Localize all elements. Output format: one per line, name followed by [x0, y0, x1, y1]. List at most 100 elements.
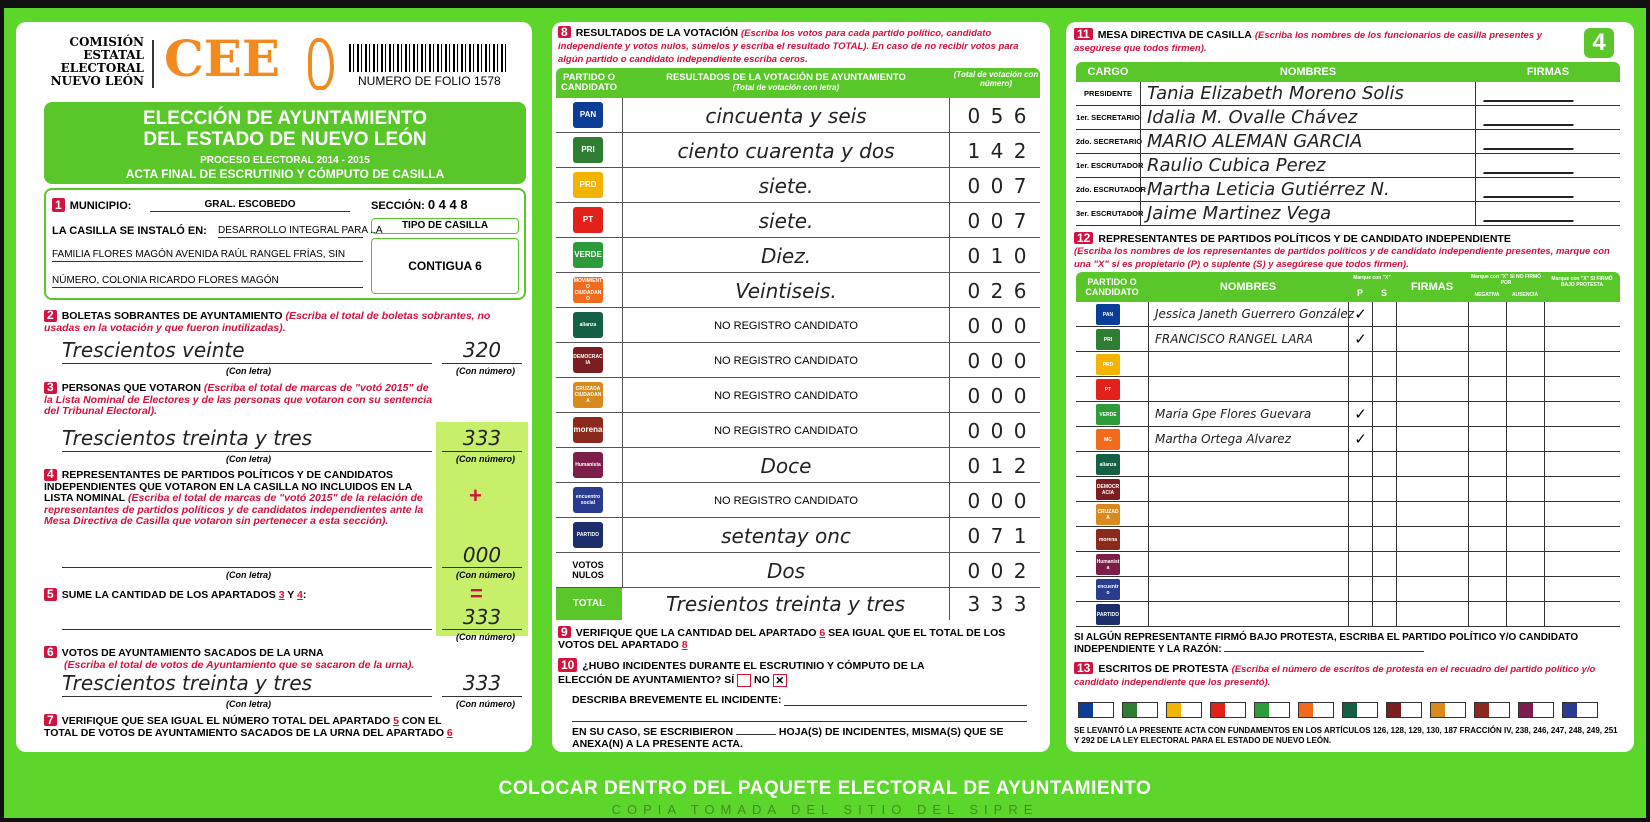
protesta-check[interactable] — [1544, 352, 1620, 377]
votaron-letra[interactable]: Trescientos treinta y tres — [62, 426, 432, 452]
votos-letra[interactable]: NO REGISTRO CANDIDATO — [622, 413, 950, 447]
ausencia-check[interactable] — [1506, 602, 1544, 627]
negativa-check[interactable] — [1468, 302, 1506, 327]
protesta-check[interactable] — [1544, 377, 1620, 402]
ausencia-check[interactable] — [1506, 302, 1544, 327]
ausencia-check[interactable] — [1506, 502, 1544, 527]
nombre-field[interactable]: Martha Leticia Gutiérrez N. — [1140, 178, 1476, 202]
votos-letra[interactable]: siete. — [622, 168, 950, 202]
votos-letra[interactable]: NO REGISTRO CANDIDATO — [622, 378, 950, 412]
negativa-check[interactable] — [1468, 527, 1506, 552]
representante-nombre[interactable] — [1148, 477, 1348, 502]
votos-numero[interactable]: 0 1 0 — [967, 244, 1029, 268]
firma-field[interactable] — [1396, 577, 1468, 602]
ausencia-check[interactable] — [1506, 552, 1544, 577]
negativa-check[interactable] — [1468, 327, 1506, 352]
ausencia-check[interactable] — [1506, 427, 1544, 452]
suplente-check[interactable] — [1372, 602, 1396, 627]
representante-nombre[interactable] — [1148, 452, 1348, 477]
protesta-check[interactable] — [1544, 327, 1620, 352]
propietario-check[interactable]: ✓ — [1348, 402, 1372, 427]
propietario-check[interactable] — [1348, 377, 1372, 402]
firma-field[interactable] — [1396, 452, 1468, 477]
votos-numero[interactable]: 1 4 2 — [967, 139, 1029, 163]
firma-field[interactable] — [1396, 352, 1468, 377]
signature-field[interactable] — [1483, 206, 1579, 222]
total-letra[interactable]: Tresientos treinta y tres — [622, 588, 950, 620]
suplente-check[interactable] — [1372, 452, 1396, 477]
boletas-letra[interactable]: Trescientos veinte — [62, 338, 432, 364]
votos-letra[interactable]: Dos — [622, 553, 950, 587]
representantes-numero[interactable]: 000 — [442, 544, 522, 568]
propietario-check[interactable] — [1348, 552, 1372, 577]
hojas-input[interactable] — [735, 734, 776, 735]
firma-field[interactable] — [1396, 477, 1468, 502]
votos-letra[interactable]: NO REGISTRO CANDIDATO — [622, 483, 950, 517]
representante-nombre[interactable]: Martha Ortega Alvarez — [1148, 427, 1348, 452]
boletas-numero[interactable]: 320 — [442, 338, 522, 364]
suplente-check[interactable] — [1372, 352, 1396, 377]
signature-field[interactable] — [1483, 86, 1579, 102]
protesta-check[interactable] — [1544, 502, 1620, 527]
suplente-check[interactable] — [1372, 427, 1396, 452]
votos-numero[interactable]: 0 1 2 — [967, 454, 1029, 478]
negativa-check[interactable] — [1468, 452, 1506, 477]
ausencia-check[interactable] — [1506, 452, 1544, 477]
propietario-check[interactable] — [1348, 577, 1372, 602]
propietario-check[interactable] — [1348, 527, 1372, 552]
suplente-check[interactable] — [1372, 402, 1396, 427]
votos-numero[interactable]: 0 2 6 — [967, 279, 1029, 303]
nombre-field[interactable]: Tania Elizabeth Moreno Solis — [1140, 82, 1476, 106]
representante-nombre[interactable]: Jessica Janeth Guerrero González — [1148, 302, 1354, 327]
protesta-check[interactable] — [1544, 602, 1620, 627]
urna-numero[interactable]: 333 — [442, 672, 522, 697]
propietario-check[interactable] — [1348, 602, 1372, 627]
ausencia-check[interactable] — [1506, 377, 1544, 402]
propietario-check[interactable] — [1348, 502, 1372, 527]
suma-numero[interactable]: 333 — [442, 606, 522, 630]
votos-letra[interactable]: NO REGISTRO CANDIDATO — [622, 308, 950, 342]
signature-field[interactable] — [1483, 134, 1579, 150]
votos-numero[interactable]: 0 0 0 — [967, 489, 1029, 513]
representante-nombre[interactable] — [1148, 502, 1348, 527]
propietario-check[interactable] — [1348, 352, 1372, 377]
votos-numero[interactable]: 0 0 2 — [967, 559, 1029, 583]
protesta-input[interactable] — [1224, 651, 1425, 652]
escrito-box[interactable] — [1430, 702, 1466, 718]
escrito-box[interactable] — [1342, 702, 1378, 718]
firma-field[interactable] — [1396, 527, 1468, 552]
ausencia-check[interactable] — [1506, 527, 1544, 552]
votos-letra[interactable]: Diez. — [622, 238, 950, 272]
suplente-check[interactable] — [1372, 302, 1396, 327]
representante-nombre[interactable] — [1148, 377, 1348, 402]
nombre-field[interactable]: Idalia M. Ovalle Chávez — [1140, 106, 1476, 130]
representante-nombre[interactable] — [1148, 352, 1348, 377]
signature-field[interactable] — [1483, 158, 1579, 174]
negativa-check[interactable] — [1468, 402, 1506, 427]
protesta-check[interactable] — [1544, 402, 1620, 427]
firma-field[interactable] — [1396, 377, 1468, 402]
protesta-check[interactable] — [1544, 577, 1620, 602]
negativa-check[interactable] — [1468, 377, 1506, 402]
firma-field[interactable] — [1396, 327, 1468, 352]
suplente-check[interactable] — [1372, 527, 1396, 552]
firma-field[interactable] — [1396, 302, 1468, 327]
representante-nombre[interactable] — [1148, 552, 1348, 577]
escrito-box[interactable] — [1166, 702, 1202, 718]
representante-nombre[interactable]: Maria Gpe Flores Guevara — [1148, 402, 1348, 427]
protesta-check[interactable] — [1544, 302, 1620, 327]
votos-letra[interactable]: setentay onc — [622, 518, 950, 552]
no-checkbox-checked[interactable]: ✕ — [772, 673, 787, 687]
protesta-check[interactable] — [1544, 552, 1620, 577]
total-numero[interactable]: 3 3 3 — [967, 592, 1029, 616]
urna-letra[interactable]: Trescientos treinta y tres — [62, 672, 432, 697]
escrito-box[interactable] — [1562, 702, 1598, 718]
firma-field[interactable] — [1396, 427, 1468, 452]
suplente-check[interactable] — [1372, 577, 1396, 602]
ausencia-check[interactable] — [1506, 402, 1544, 427]
firma-field[interactable] — [1396, 402, 1468, 427]
votos-letra[interactable]: cincuenta y seis — [622, 98, 950, 132]
negativa-check[interactable] — [1468, 552, 1506, 577]
protesta-check[interactable] — [1544, 427, 1620, 452]
escrito-box[interactable] — [1078, 702, 1114, 718]
